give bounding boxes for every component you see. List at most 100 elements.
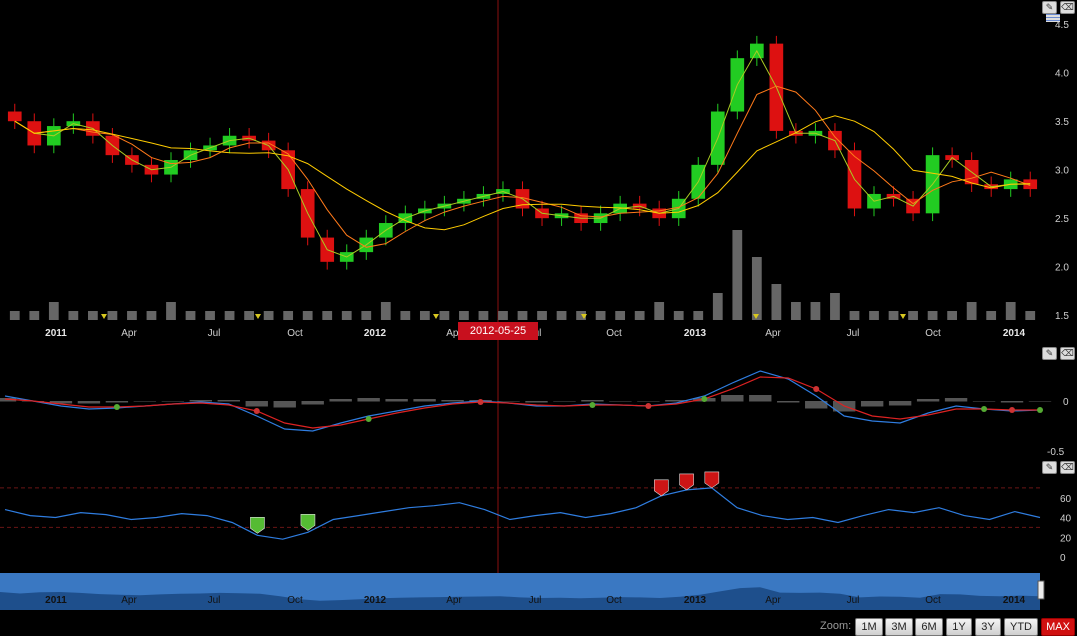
volume-bar [732,230,743,320]
crossover-marker-icon [813,386,820,392]
crosshair-date-label: 2012-05-25 [458,322,538,340]
macd-histogram-bar [525,401,548,403]
volume-bar [498,311,508,320]
crossover-marker-icon [1009,407,1016,413]
macd-histogram-bar [413,399,436,402]
navigator-tick-label: Oct [287,595,303,606]
zoom-max-button[interactable]: MAX [1041,618,1075,636]
pencil-icon[interactable]: ✎ [1042,1,1057,14]
signal-line [4,376,1040,429]
eraser-icon[interactable]: ⌫ [1060,1,1075,14]
y-tick-label: 3.0 [1055,166,1069,177]
macd-histogram-bar [637,401,660,402]
eraser-icon[interactable]: ⌫ [1060,461,1075,474]
zoom-1y-button[interactable]: 1Y [946,618,972,636]
price-chart[interactable]: 1.5 2.0 2.5 3.0 3.5 4.0 4.5 2011 Apr Jul Oct 2012 Ap… [0,0,1077,343]
volume-bar [48,302,59,320]
rsi-panel[interactable]: 60 40 20 0 ✎ ⌫ [0,461,1077,573]
sell-signal-icon [679,473,694,491]
rsi-chart[interactable]: 60 40 20 0 [0,461,1077,573]
macd-panel[interactable]: 0 -0.5 ✎ ⌫ [0,343,1077,461]
crossover-marker-icon [701,396,708,402]
crossover-marker-icon [645,403,652,409]
volume-bar [146,311,157,320]
volume-bar [302,311,313,320]
zoom-3m-button[interactable]: 3M [885,618,913,636]
menu-icon[interactable] [1046,14,1060,22]
event-marker-icon [101,314,107,319]
macd-histogram-bar [609,401,632,402]
macd-histogram-bar [245,401,268,407]
sell-signal-icon [654,479,669,497]
macd-histogram-bar [972,401,996,402]
volume-bar [615,311,626,320]
macd-histogram-bar [721,395,744,402]
macd-histogram-bar [888,401,912,406]
macd-histogram-bar [357,398,380,402]
volume-bar [712,293,723,320]
macd-chart[interactable]: 0 -0.5 [0,343,1077,461]
crossover-marker-icon [113,404,120,410]
volume-bar [830,293,840,320]
navigator-tick-label: 2012 [364,595,387,606]
x-tick-label: Oct [606,328,622,339]
y-tick-label: 40 [1060,514,1072,525]
y-tick-label: 0 [1063,397,1069,408]
navigator-area [0,587,1040,610]
event-marker-icon [433,314,439,319]
y-tick-label: 2.0 [1055,263,1069,274]
macd-line [4,370,1041,432]
macd-histogram-bar [916,399,940,402]
volume-bar [263,311,274,320]
macd-histogram-bar [77,401,101,404]
volume-bar [1025,311,1036,320]
volume-bar [791,302,801,320]
candle-body [7,111,22,122]
y-tick-label: 1.5 [1055,311,1069,322]
navigator-tick-label: Jul [847,595,860,606]
navigator-handle [1037,580,1045,600]
event-marker-icon [581,314,587,319]
volume-bar [224,311,235,320]
macd-histogram-bar [133,401,157,402]
navigator-tick-label: Jul [529,595,542,606]
ma-mid-line [14,85,1031,248]
zoom-3y-button[interactable]: 3Y [975,618,1001,636]
macd-histogram-bar [860,401,884,407]
volume-bar [576,311,586,320]
navigator-panel[interactable]: 2011 Apr Jul Oct 2012 Apr Jul Oct 2013 Apr Jul Oct 2… [0,573,1077,610]
zoom-6m-button[interactable]: 6M [915,618,943,636]
volume-bar [869,311,879,320]
zoom-ytd-button[interactable]: YTD [1004,618,1038,636]
volume-bar [400,311,411,320]
x-tick-label: Apr [765,328,781,339]
event-marker-icon [900,314,906,319]
macd-histogram-bar [1028,401,1052,402]
macd-histogram-bar [777,401,800,403]
x-tick-label: 2012 [364,328,387,339]
volume-bar [810,302,821,320]
crossover-marker-icon [253,408,260,414]
buy-signal-icon [250,516,265,534]
y-tick-label: 4.0 [1055,69,1069,80]
volume-bar [693,311,704,320]
pencil-icon[interactable]: ✎ [1042,347,1057,360]
navigator-tick-label: Apr [121,595,137,606]
volume-bar [771,284,782,320]
eraser-icon[interactable]: ⌫ [1060,347,1075,360]
zoom-1m-button[interactable]: 1M [855,618,883,636]
volume-bar [986,311,997,320]
navigator-tick-label: Apr [765,595,781,606]
navigator-tick-label: Apr [446,595,462,606]
macd-histogram-bar [385,399,408,402]
x-tick-label: Apr [446,328,462,339]
ma-slow-line [14,115,1031,231]
volume-bar [654,302,665,320]
navigator-tick-label: 2014 [1003,595,1026,606]
navigator-chart[interactable]: 2011 Apr Jul Oct 2012 Apr Jul Oct 2013 Apr Jul Oct 2… [0,573,1077,610]
pencil-icon[interactable]: ✎ [1042,461,1057,474]
macd-histogram-bar [301,401,324,405]
price-chart-panel[interactable]: 1.5 2.0 2.5 3.0 3.5 4.0 4.5 2011 Apr Jul Oct 2012 Ap… [0,0,1077,343]
y-tick-label: 4.5 [1055,20,1069,31]
x-tick-label: Oct [925,328,941,339]
